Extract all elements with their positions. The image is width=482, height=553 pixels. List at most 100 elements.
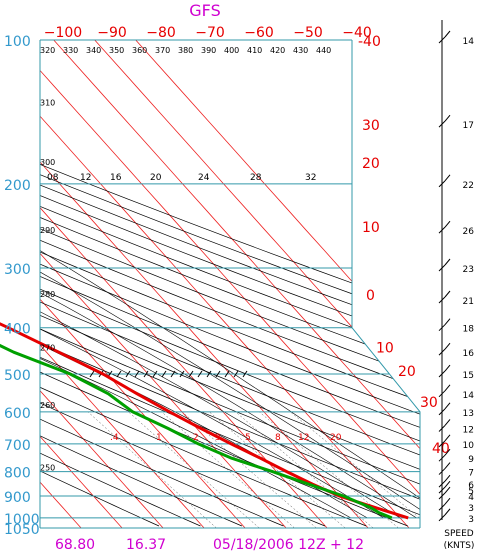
isotherm-line bbox=[40, 40, 82, 528]
theta-e-label: 20 bbox=[150, 173, 162, 183]
dry-adiabat-line bbox=[40, 40, 201, 527]
mixing-ratio-line bbox=[290, 411, 420, 528]
top-temp-label: −40 bbox=[342, 25, 372, 41]
wind-speed-label: 5 bbox=[468, 487, 474, 497]
wind-barb-flag bbox=[444, 30, 451, 38]
mixing-ratio-line bbox=[235, 411, 374, 528]
wind-speed-label: 7 bbox=[468, 469, 474, 479]
pressure-label: 900 bbox=[4, 490, 31, 506]
theta-e-label: 24 bbox=[198, 173, 210, 183]
isotherm-line bbox=[53, 40, 420, 528]
diagram-right-edge bbox=[351, 40, 421, 528]
mixing-ratio-label: 1 bbox=[156, 433, 162, 443]
top-temp-label: −50 bbox=[293, 25, 323, 41]
right-temp-label: 20 bbox=[362, 156, 380, 172]
pressure-label: 300 bbox=[4, 262, 31, 278]
wind-speed-label: 10 bbox=[463, 441, 475, 451]
wind-barb bbox=[438, 408, 446, 416]
wind-barb-flag bbox=[444, 434, 451, 442]
mixing-ratio-line bbox=[182, 411, 317, 528]
theta-left-label: 250 bbox=[40, 464, 55, 473]
hash-mark bbox=[152, 370, 158, 378]
pressure-label: 1050 bbox=[4, 522, 40, 538]
wind-barb-flag bbox=[444, 318, 451, 326]
mixing-ratio-label: 12 bbox=[298, 433, 309, 443]
theta-label: 420 bbox=[270, 46, 285, 55]
wind-speed-label: 14 bbox=[463, 37, 475, 47]
right-temp-label: 20 bbox=[398, 364, 416, 380]
wind-barb bbox=[438, 468, 446, 475]
wind-barb-flag bbox=[444, 364, 451, 372]
top-temp-label: −100 bbox=[44, 25, 82, 41]
mixing-ratio-label: 8 bbox=[275, 433, 281, 443]
top-temp-label: −70 bbox=[195, 25, 225, 41]
hash-mark bbox=[170, 370, 176, 378]
top-temp-label: −90 bbox=[97, 25, 127, 41]
wind-barb bbox=[438, 492, 446, 500]
theta-e-label: 32 bbox=[305, 173, 316, 183]
hash-mark bbox=[206, 370, 212, 378]
hash-mark bbox=[89, 370, 95, 378]
wind-speed-label: 4 bbox=[468, 493, 474, 503]
theta-left-label: 280 bbox=[40, 290, 55, 299]
wind-barb-flag bbox=[444, 486, 451, 494]
wind-barb bbox=[438, 348, 446, 356]
pressure-label: 400 bbox=[4, 322, 31, 338]
right-temp-label: 40 bbox=[432, 441, 450, 457]
dry-adiabat-line bbox=[40, 40, 420, 527]
dry-adiabat-line bbox=[40, 40, 420, 527]
dry-adiabat-line bbox=[40, 40, 420, 527]
dry-adiabat-line bbox=[40, 40, 326, 527]
top-temp-label: −60 bbox=[244, 25, 274, 41]
wind-barb bbox=[438, 324, 446, 332]
hash-mark bbox=[188, 370, 194, 378]
pressure-label: 700 bbox=[4, 438, 31, 454]
speed-title: SPEED bbox=[444, 529, 474, 539]
right-temp-label: 30 bbox=[362, 118, 380, 134]
wind-barb bbox=[438, 370, 446, 378]
wind-barb-flag bbox=[444, 474, 451, 482]
wind-barb bbox=[438, 503, 446, 511]
theta-e-label: 28 bbox=[250, 173, 262, 183]
dry-adiabat-line bbox=[40, 40, 420, 527]
wind-speed-label: 17 bbox=[463, 121, 474, 131]
dry-adiabat-line bbox=[40, 40, 420, 527]
wind-barb bbox=[438, 390, 446, 398]
right-temp-label: 0 bbox=[366, 288, 375, 304]
wind-barb-flag bbox=[444, 258, 451, 266]
isotherm-line bbox=[40, 40, 287, 528]
wind-barb bbox=[438, 226, 446, 234]
wind-barb bbox=[438, 440, 446, 448]
mixing-ratio-line bbox=[87, 411, 217, 528]
isotherm-line bbox=[40, 40, 123, 528]
wind-speed-label: 16 bbox=[463, 349, 475, 359]
wind-barb-flag bbox=[444, 114, 451, 122]
mixing-ratio-label: 20 bbox=[330, 433, 342, 443]
theta-label: 350 bbox=[109, 46, 124, 55]
wind-barb-flag bbox=[444, 342, 451, 350]
theta-label: 360 bbox=[132, 46, 147, 55]
theta-label: 410 bbox=[247, 46, 262, 55]
wind-barb bbox=[438, 36, 446, 44]
right-temp-label: 10 bbox=[362, 220, 380, 236]
wind-speed-label: 12 bbox=[463, 425, 474, 435]
wind-barb-flag bbox=[444, 480, 451, 488]
wind-barb-flag bbox=[444, 290, 451, 298]
pressure-label: 1000 bbox=[4, 512, 40, 528]
dry-adiabat-line bbox=[40, 40, 420, 527]
wind-speed-label: 22 bbox=[463, 181, 474, 191]
dry-adiabat-line bbox=[40, 40, 420, 527]
theta-label: 400 bbox=[224, 46, 239, 55]
hash-mark bbox=[161, 370, 167, 378]
dry-adiabat-line bbox=[40, 40, 420, 527]
speed-units: (KNTS) bbox=[444, 541, 475, 551]
wind-barb bbox=[438, 486, 446, 494]
isotherm-line bbox=[94, 40, 420, 528]
wind-barb bbox=[438, 120, 446, 128]
wind-barb-flag bbox=[444, 448, 451, 456]
hash-mark bbox=[242, 370, 248, 378]
isotherm-line bbox=[135, 40, 420, 528]
theta-label: 430 bbox=[293, 46, 308, 55]
theta-label: 370 bbox=[155, 46, 170, 55]
